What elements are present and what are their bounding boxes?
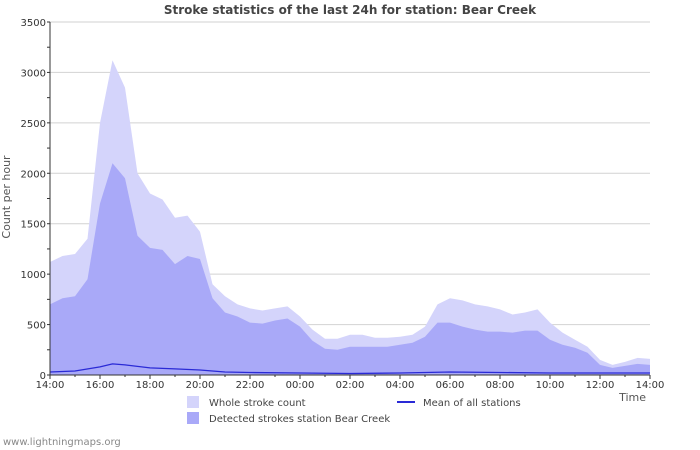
x-tick-label: 22:00 bbox=[236, 380, 265, 391]
legend-label-whole: Whole stroke count bbox=[209, 398, 306, 409]
y-tick-label: 3500 bbox=[21, 18, 46, 29]
x-tick-label: 10:00 bbox=[536, 380, 565, 391]
y-axis-label: Count per hour bbox=[0, 155, 13, 239]
legend-swatch-detected bbox=[187, 412, 199, 424]
x-tick-label: 02:00 bbox=[336, 380, 365, 391]
y-tick-label: 500 bbox=[27, 321, 46, 332]
x-tick-label: 18:00 bbox=[136, 380, 165, 391]
x-tick-label: 20:00 bbox=[186, 380, 215, 391]
series-area-1 bbox=[50, 163, 650, 375]
y-tick-label: 2500 bbox=[21, 119, 46, 130]
x-tick-label: 14:00 bbox=[36, 380, 65, 391]
legend: Whole stroke count Detected strokes stat… bbox=[187, 396, 521, 425]
x-tick-label: 08:00 bbox=[486, 380, 515, 391]
y-tick-label: 0 bbox=[40, 371, 46, 382]
footer-credit: www.lightningmaps.org bbox=[3, 437, 121, 448]
x-tick-label: 12:00 bbox=[586, 380, 615, 391]
y-tick-label: 2000 bbox=[21, 169, 46, 180]
chart-title: Stroke statistics of the last 24h for st… bbox=[164, 3, 537, 17]
x-tick-label: 14:00 bbox=[636, 380, 665, 391]
y-tick-label: 3000 bbox=[21, 68, 46, 79]
x-tick-label: 06:00 bbox=[436, 380, 465, 391]
plot-area bbox=[49, 60, 650, 376]
series-line-mean bbox=[49, 363, 650, 375]
x-tick-label: 04:00 bbox=[386, 380, 415, 391]
x-axis-label: Time bbox=[618, 391, 646, 404]
y-tick-label: 1000 bbox=[21, 270, 46, 281]
y-tick-label: 1500 bbox=[21, 220, 46, 231]
x-tick-label: 16:00 bbox=[86, 380, 115, 391]
legend-swatch-whole bbox=[187, 396, 199, 408]
x-tick-label: 00:00 bbox=[286, 380, 315, 391]
axes: 0 500 1000 1500 2000 2500 3000 3500 14:00 16:00 18… bbox=[21, 18, 665, 391]
legend-label-mean: Mean of all stations bbox=[423, 398, 521, 409]
legend-label-detected: Detected strokes station Bear Creek bbox=[209, 414, 390, 425]
